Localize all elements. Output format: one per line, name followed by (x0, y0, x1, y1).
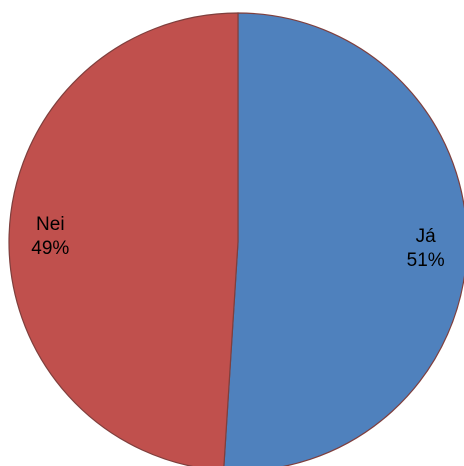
pie-slice (8, 12, 239, 466)
slice-label: Nei (36, 214, 65, 235)
slice-value-label: 49% (31, 238, 69, 259)
slice-label: Já (416, 226, 437, 247)
slice-value-label: 51% (407, 250, 445, 271)
pie-slice (223, 12, 464, 466)
